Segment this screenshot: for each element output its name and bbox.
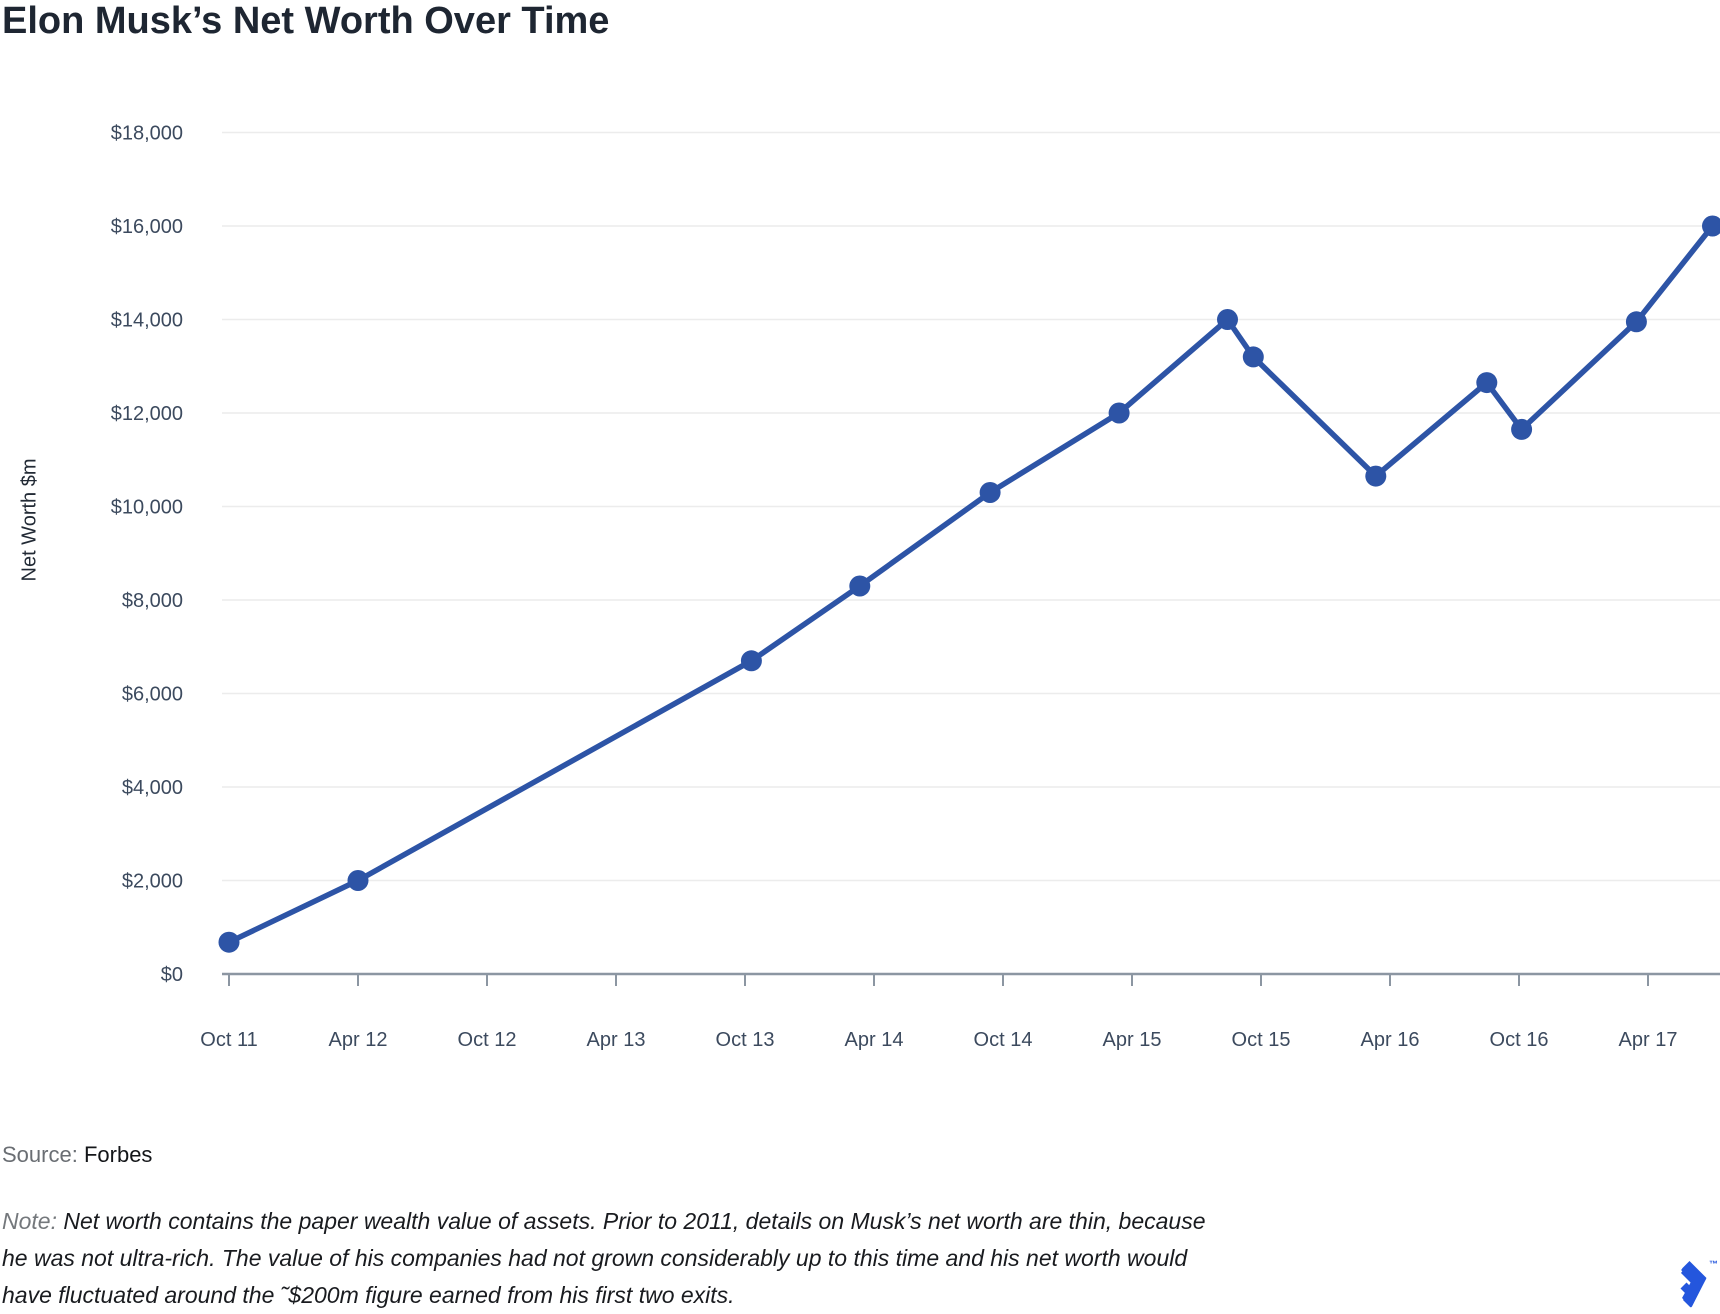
logo-trademark: ™	[1709, 1259, 1718, 1269]
note-line-1: Note: Net worth contains the paper wealt…	[2, 1203, 1402, 1240]
y-tick-label: $16,000	[111, 216, 183, 238]
y-tick-label: $6,000	[122, 684, 183, 706]
toptal-logo: ™	[1672, 1259, 1720, 1314]
x-tick-label: Oct 16	[1490, 1029, 1549, 1051]
source-line: Source: Forbes	[2, 1142, 152, 1168]
data-point	[1217, 309, 1238, 330]
note-line-3: have fluctuated around the ˜$200m figure…	[2, 1282, 735, 1308]
data-point	[1476, 372, 1498, 394]
y-tick-label: $10,000	[111, 497, 183, 519]
logo-dash	[1680, 1282, 1691, 1293]
data-point	[218, 931, 240, 953]
source-value: Forbes	[83, 1142, 153, 1167]
x-tick-label: Apr 15	[1103, 1029, 1162, 1051]
note-line-1-text: Net worth contains the paper wealth valu…	[63, 1208, 1206, 1234]
data-point	[979, 482, 1001, 503]
y-tick-label: $4,000	[122, 777, 183, 799]
data-point	[1108, 402, 1130, 424]
y-tick-label: $18,000	[111, 123, 183, 145]
data-point	[1702, 215, 1720, 237]
source-label: Source:	[2, 1142, 78, 1167]
chart-title: Elon Musk’s Net Worth Over Time	[2, 0, 610, 42]
data-point	[1625, 311, 1647, 333]
x-tick-label: Oct 13	[716, 1029, 775, 1051]
x-tick-label: Apr 16	[1361, 1029, 1420, 1051]
note-line-2: he was not ultra-rich. The value of his …	[2, 1245, 1188, 1271]
data-point	[347, 870, 369, 891]
data-point	[740, 650, 762, 672]
data-point	[1242, 346, 1264, 368]
y-tick-label: $2,000	[122, 871, 183, 893]
data-point	[1365, 465, 1387, 487]
y-tick-label: $0	[161, 964, 183, 986]
y-tick-label: $8,000	[122, 590, 183, 612]
x-tick-label: Apr 13	[587, 1029, 646, 1051]
note-prefix: Note:	[2, 1208, 57, 1234]
x-tick-label: Oct 11	[200, 1029, 257, 1051]
y-axis-title: Net Worth $m	[18, 458, 41, 582]
net-worth-line-chart: $0 $2,000 $4,000 $6,000 $8,000 $10,000 $12,000…	[111, 123, 1720, 1051]
x-tick-label: Apr 12	[329, 1029, 388, 1051]
net-worth-line	[226, 223, 1716, 945]
data-point	[849, 575, 871, 597]
x-tick-label: Oct 12	[458, 1029, 517, 1051]
chart-note: Note: Net worth contains the paper wealt…	[2, 1203, 1402, 1314]
x-tick-label: Oct 14	[974, 1029, 1033, 1051]
y-tick-label: $14,000	[111, 310, 183, 332]
x-tick-label: Apr 17	[1619, 1029, 1678, 1051]
logo-chevron-main	[1682, 1261, 1707, 1308]
x-tick-label: Apr 14	[845, 1029, 904, 1051]
toptal-logo-icon	[1680, 1261, 1707, 1308]
y-tick-label: $12,000	[111, 403, 183, 425]
data-point	[1511, 418, 1533, 440]
x-tick-label: Oct 15	[1232, 1029, 1291, 1051]
